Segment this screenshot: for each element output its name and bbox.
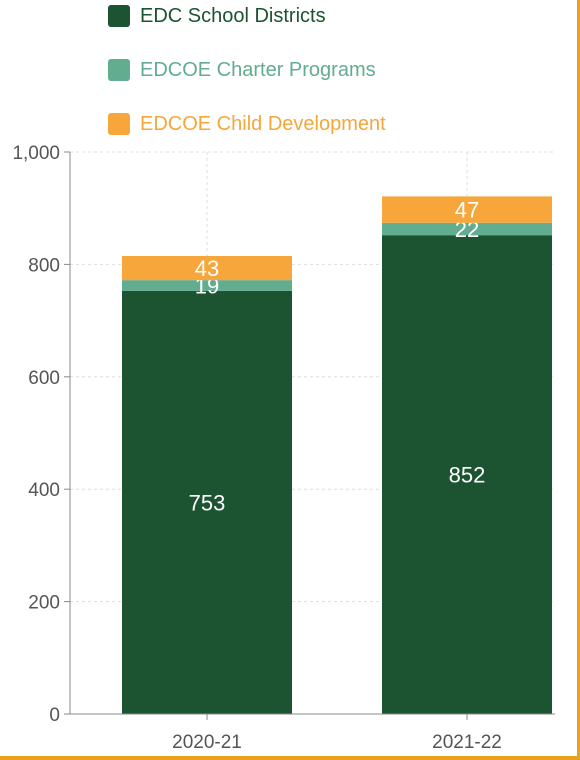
y-tick-label-800: 800: [28, 255, 60, 276]
legend-item-edcoe-charter-programs[interactable]: EDCOE Charter Programs: [108, 58, 376, 82]
legend-label-edcoe-charter-programs: EDCOE Charter Programs: [140, 58, 376, 81]
bar-2021-22-series-2: [382, 196, 552, 223]
legend-swatch-edcoe-child-development: [108, 113, 130, 135]
x-tick-label-0: 2020-21: [172, 732, 242, 753]
y-tick-label-1000: 1,000: [12, 143, 60, 164]
y-tick-label-0: 0: [49, 705, 60, 726]
bar-2020-21-series-1: [122, 280, 292, 291]
y-tick-label-600: 600: [28, 368, 60, 389]
y-tick-label-200: 200: [28, 593, 60, 614]
legend-label-edcoe-child-development: EDCOE Child Development: [140, 112, 386, 135]
legend-item-edcoe-child-development[interactable]: EDCOE Child Development: [108, 112, 386, 136]
legend-swatch-edc-school-districts: [108, 5, 130, 27]
data-label-2021-22-series-2: 47: [455, 198, 479, 223]
data-label-2021-22-series-0: 852: [449, 463, 486, 488]
bar-2020-21-series-2: [122, 255, 292, 281]
chart-axes: 0 200 400 600 800 1,000 2020-21 2021-22: [12, 143, 555, 753]
legend-label-edc-school-districts: EDC School Districts: [140, 4, 326, 27]
x-tick-label-1: 2021-22: [432, 732, 502, 753]
bar-2021-22-series-0: [382, 235, 552, 714]
data-label-2020-21-series-0: 753: [189, 490, 226, 515]
bar-2021-22-series-1: [382, 222, 552, 236]
data-label-2020-21-series-2: 43: [195, 256, 219, 281]
legend-item-edc-school-districts[interactable]: EDC School Districts: [108, 4, 326, 28]
y-tick-label-400: 400: [28, 480, 60, 501]
bar-2020-21-series-0: [122, 290, 292, 714]
legend-swatch-edcoe-charter-programs: [108, 59, 130, 81]
